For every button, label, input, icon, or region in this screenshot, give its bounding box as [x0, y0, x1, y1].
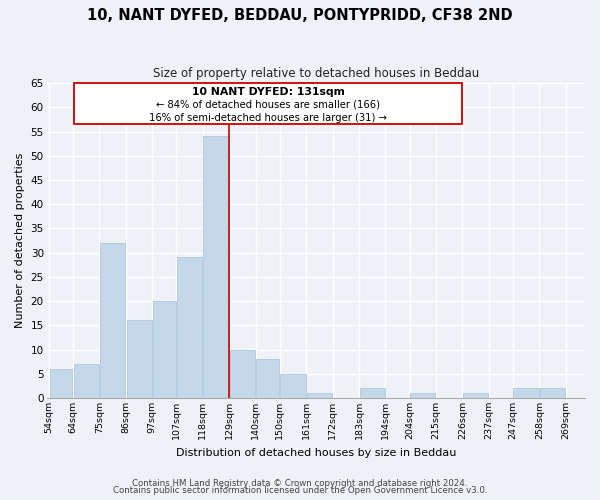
Bar — [100, 243, 125, 398]
Bar — [153, 301, 176, 398]
Text: 16% of semi-detached houses are larger (31) →: 16% of semi-detached houses are larger (… — [149, 113, 387, 123]
Bar — [410, 393, 436, 398]
Title: Size of property relative to detached houses in Beddau: Size of property relative to detached ho… — [152, 68, 479, 80]
Text: Contains public sector information licensed under the Open Government Licence v3: Contains public sector information licen… — [113, 486, 487, 495]
Bar — [177, 258, 202, 398]
Bar — [203, 136, 229, 398]
FancyBboxPatch shape — [74, 83, 463, 124]
Text: 10 NANT DYFED: 131sqm: 10 NANT DYFED: 131sqm — [192, 87, 345, 97]
Bar — [74, 364, 99, 398]
X-axis label: Distribution of detached houses by size in Beddau: Distribution of detached houses by size … — [176, 448, 456, 458]
Bar — [256, 359, 279, 398]
Bar — [50, 369, 73, 398]
Bar — [463, 393, 488, 398]
Bar — [230, 350, 255, 398]
Y-axis label: Number of detached properties: Number of detached properties — [15, 153, 25, 328]
Bar — [540, 388, 565, 398]
Bar — [280, 374, 305, 398]
Text: 10, NANT DYFED, BEDDAU, PONTYPRIDD, CF38 2ND: 10, NANT DYFED, BEDDAU, PONTYPRIDD, CF38… — [87, 8, 513, 22]
Text: ← 84% of detached houses are smaller (166): ← 84% of detached houses are smaller (16… — [157, 100, 380, 110]
Bar — [307, 393, 332, 398]
Text: Contains HM Land Registry data © Crown copyright and database right 2024.: Contains HM Land Registry data © Crown c… — [132, 478, 468, 488]
Bar — [127, 320, 152, 398]
Bar — [359, 388, 385, 398]
Bar — [514, 388, 539, 398]
